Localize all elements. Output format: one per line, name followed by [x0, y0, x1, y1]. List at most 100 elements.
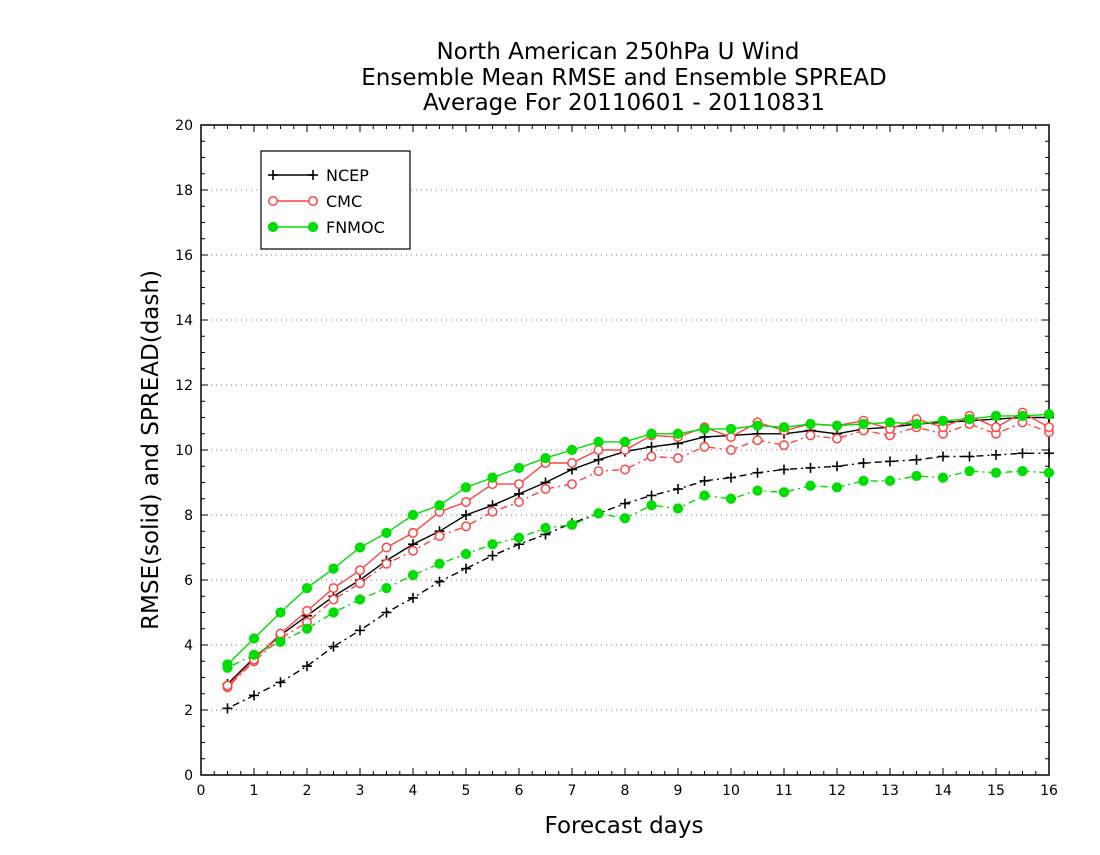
x-tick-label: 11: [775, 783, 793, 799]
cmc-spread-point: [646, 451, 657, 462]
cmc-spread-point: [461, 521, 471, 532]
fnmoc-spread-point: [487, 539, 498, 550]
fnmoc-rmse-point: [593, 436, 604, 447]
x-tick-label: 9: [674, 783, 683, 799]
ncep-spread-point: [964, 451, 975, 462]
legend-label-ncep: NCEP: [326, 166, 369, 185]
legend-marker-start-ncep: [268, 170, 278, 180]
cmc-spread-point: [408, 545, 418, 556]
ncep-spread-point: [275, 677, 286, 688]
ncep-rmse-point: [646, 441, 657, 452]
fnmoc-spread-point: [725, 493, 737, 504]
ncep-spread-point: [726, 472, 736, 483]
x-tick-label: 12: [828, 783, 846, 799]
fnmoc-spread-point: [884, 475, 896, 486]
fnmoc-spread-point: [301, 623, 313, 634]
ncep-spread-line: [227, 452, 1049, 710]
chart-title-line-1: North American 250hPa U Wind: [436, 39, 799, 65]
cmc-rmse-point: [567, 458, 577, 468]
cmc-spread-point: [328, 594, 339, 605]
legend: NCEP CMC FNMOC: [260, 150, 411, 250]
fnmoc-rmse-point: [566, 444, 578, 456]
x-tick-label: 8: [621, 783, 630, 799]
legend-marker-end-cmc: [308, 196, 318, 206]
fnmoc-spread-point: [275, 636, 286, 647]
y-tick-label: 18: [175, 183, 193, 199]
fnmoc-rmse-line: [227, 413, 1050, 665]
fnmoc-spread-point: [566, 519, 578, 530]
fnmoc-rmse-point: [858, 418, 869, 430]
ncep-rmse-line: [227, 416, 1049, 685]
fnmoc-rmse-point: [513, 462, 525, 473]
x-tick-label: 10: [722, 783, 740, 799]
ncep-spread-point: [885, 456, 895, 467]
cmc-rmse-point: [222, 680, 233, 691]
legend-marker-start-cmc: [268, 196, 278, 206]
fnmoc-rmse-point: [1017, 410, 1028, 421]
x-tick-label: 15: [987, 783, 1005, 799]
fnmoc-rmse-point: [990, 410, 1002, 421]
fnmoc-rmse-point: [725, 423, 737, 434]
fnmoc-spread-point: [513, 532, 525, 543]
ncep-rmse-point: [593, 454, 604, 465]
fnmoc-spread-point: [778, 487, 790, 498]
fnmoc-rmse-point: [646, 428, 657, 439]
fnmoc-spread-point: [990, 467, 1002, 478]
ncep-spread-point: [938, 451, 948, 462]
cmc-rmse-point: [328, 583, 339, 594]
fnmoc-rmse-point: [805, 418, 816, 430]
y-axis-label: RMSE(solid) and SPREAD(dash): [138, 270, 164, 630]
y-tick-label: 4: [184, 638, 193, 654]
fnmoc-rmse-point: [884, 417, 896, 428]
ncep-spread-point: [249, 690, 259, 701]
x-tick-label: 3: [356, 783, 365, 799]
fnmoc-rmse-point: [460, 482, 472, 493]
x-tick-label: 16: [1040, 783, 1058, 799]
ncep-spread-point: [911, 454, 922, 465]
ncep-spread-point: [408, 592, 418, 603]
cmc-spread-point: [726, 445, 736, 455]
cmc-spread-point: [567, 479, 577, 490]
fnmoc-spread-point: [328, 607, 339, 618]
y-tick-label: 12: [175, 378, 193, 394]
fnmoc-rmse-point: [407, 509, 419, 521]
x-axis-label: Forecast days: [545, 813, 704, 839]
fnmoc-spread-point: [911, 470, 922, 482]
fnmoc-rmse-point: [381, 527, 392, 538]
fnmoc-spread-point: [831, 482, 843, 493]
ncep-spread-point: [699, 475, 710, 486]
fnmoc-spread-point: [752, 485, 763, 496]
y-tick-label: 0: [184, 768, 193, 784]
x-tick-label: 4: [409, 783, 418, 799]
cmc-rmse-point: [1044, 422, 1054, 433]
legend-box: [260, 150, 411, 250]
cmc-rmse-point: [514, 479, 524, 490]
ncep-spread-point: [222, 703, 233, 714]
cmc-rmse-point: [461, 497, 471, 507]
cmc-spread-point: [805, 430, 816, 441]
ncep-spread-point: [991, 449, 1001, 460]
legend-marker-end-ncep: [308, 170, 318, 180]
ncep-spread-point: [1044, 448, 1054, 459]
fnmoc-spread-point: [460, 548, 472, 560]
cmc-spread-point: [593, 466, 604, 477]
legend-marker-start-fnmoc: [267, 221, 279, 233]
ncep-rmse-point: [461, 510, 471, 520]
series-layer: [222, 407, 1055, 714]
x-tick-label: 6: [515, 783, 524, 799]
cmc-rmse-point: [381, 542, 392, 553]
fnmoc-rmse-point: [222, 659, 233, 670]
legend-label-fnmoc: FNMOC: [326, 218, 385, 237]
cmc-spread-point: [514, 497, 524, 507]
cmc-spread-point: [620, 464, 630, 475]
fnmoc-rmse-point: [937, 415, 949, 426]
cmc-spread-point: [673, 453, 683, 464]
cmc-spread-point: [779, 440, 789, 451]
fnmoc-spread-point: [540, 522, 551, 534]
fnmoc-spread-point: [937, 472, 949, 483]
fnmoc-spread-point: [964, 466, 975, 477]
x-tick-label: 7: [568, 783, 577, 799]
